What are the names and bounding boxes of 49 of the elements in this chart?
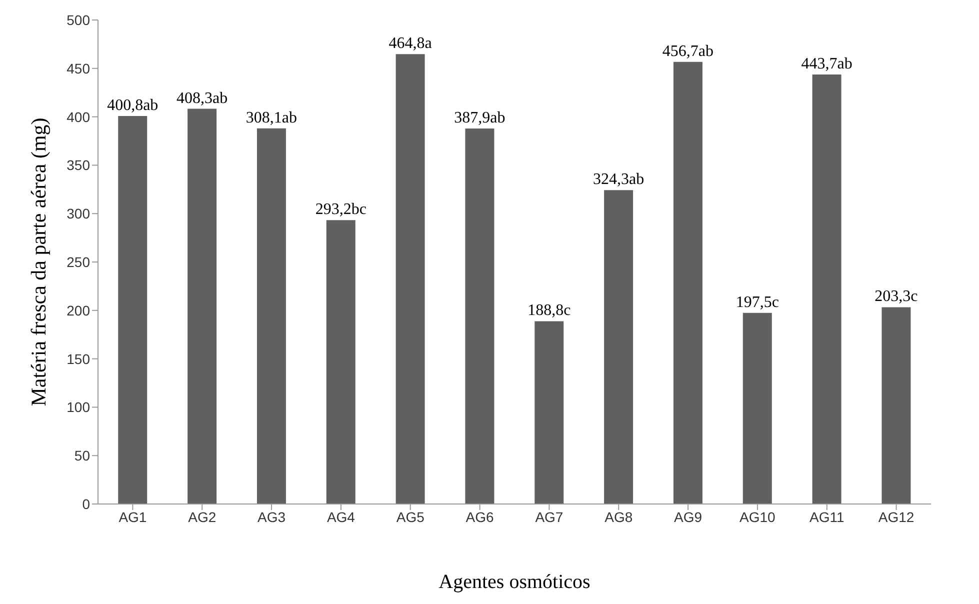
data-label: 387,9ab: [454, 110, 506, 127]
y-tick-label: 200: [66, 302, 90, 318]
x-tick-label: AG11: [809, 508, 844, 525]
bar: [534, 321, 564, 504]
bar: [742, 312, 772, 504]
y-tick-label: 50: [74, 448, 90, 464]
y-tick-label: 350: [66, 157, 90, 174]
data-label: 203,3c: [874, 288, 918, 306]
bar: [118, 116, 148, 504]
data-label: 456,7ab: [662, 42, 714, 60]
bar: [604, 190, 634, 504]
y-tick-label: 250: [66, 254, 90, 270]
bar: [465, 128, 494, 504]
y-tick-label: 300: [66, 206, 90, 222]
x-tick-label: AG1: [118, 508, 147, 525]
data-label: 400,8ab: [107, 97, 158, 114]
y-tick-label: 450: [66, 60, 90, 76]
x-tick-label: AG2: [188, 508, 216, 525]
y-tick-label: 100: [66, 399, 90, 416]
bar: [256, 128, 286, 504]
data-label: 293,2bc: [315, 201, 366, 218]
bar: [882, 307, 911, 504]
y-tick-label: 500: [66, 12, 90, 28]
y-tick-label: 150: [66, 350, 90, 367]
data-label: 188,8c: [528, 302, 571, 320]
x-tick-label: AG12: [878, 508, 914, 525]
bar: [396, 54, 425, 504]
y-axis-title: Matéria fresca da parte aérea (mg): [26, 118, 50, 406]
x-tick-label: AG5: [396, 508, 425, 525]
x-tick-label: AG10: [740, 508, 776, 525]
data-label: 408,3ab: [176, 90, 228, 107]
x-tick-label: AG4: [326, 508, 356, 525]
data-label: 443,7ab: [801, 56, 852, 72]
bar: [326, 220, 356, 504]
x-tick-label: AG6: [466, 508, 494, 525]
x-tick-label: AG8: [604, 508, 633, 525]
data-label: 324,3ab: [592, 171, 644, 188]
annotation: 308,1ab: [246, 109, 298, 126]
x-axis-title: Agentes osmóticos: [438, 571, 591, 594]
data-label: 464,8a: [388, 35, 432, 52]
data-label: 197,5c: [736, 294, 779, 311]
bar: [673, 62, 702, 504]
bar: [812, 74, 842, 504]
y-tick-label: 400: [66, 108, 90, 125]
x-tick-label: AG7: [535, 508, 564, 525]
bar: [188, 108, 217, 504]
x-tick-label: AG9: [674, 508, 702, 525]
y-tick-label: 0: [82, 496, 90, 512]
x-tick-label: AG3: [258, 508, 286, 525]
